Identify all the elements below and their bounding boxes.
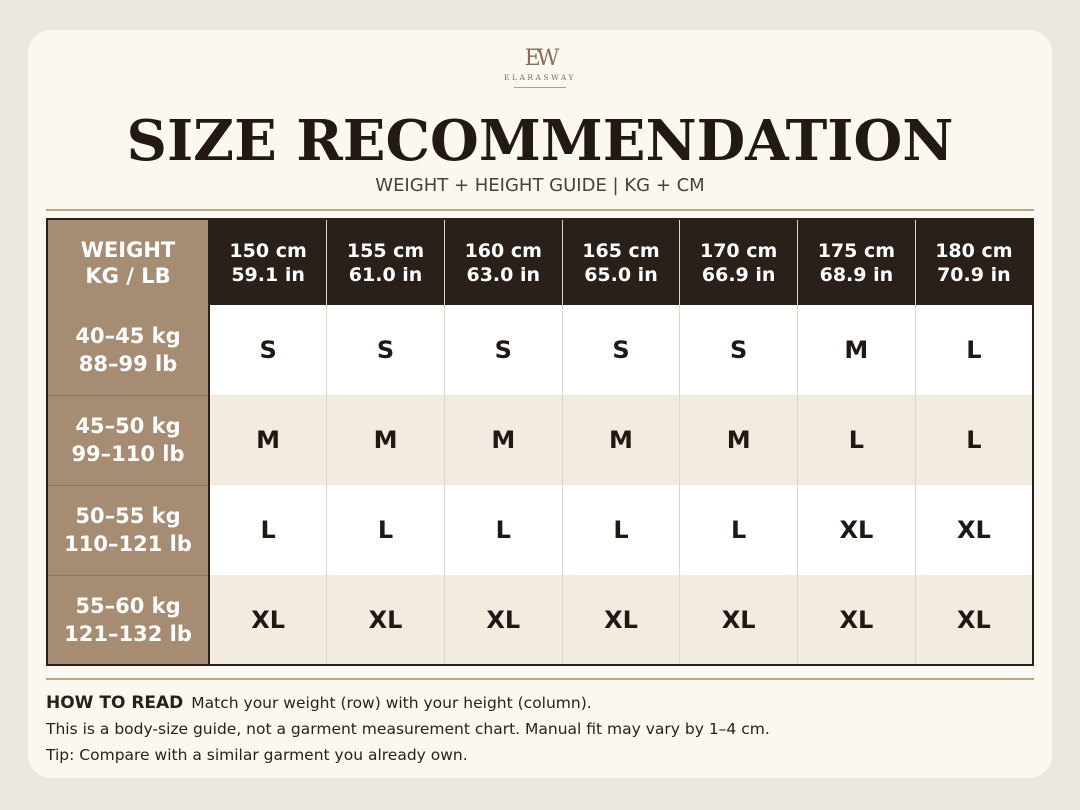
size-cell: XL	[797, 485, 916, 575]
height-column-header: 160 cm 63.0 in	[444, 219, 563, 305]
size-cell: XL	[797, 575, 916, 665]
height-in: 63.0 in	[466, 263, 541, 286]
size-cell: XL	[326, 575, 445, 665]
height-in: 70.9 in	[937, 263, 1011, 286]
weight-kg: 50–55 kg	[75, 504, 181, 528]
brand-divider	[514, 87, 566, 88]
weight-kg: 45–50 kg	[75, 414, 181, 438]
size-cell: M	[679, 395, 799, 485]
weight-header-label: WEIGHT	[80, 237, 176, 262]
weight-lb: 99–110 lb	[71, 442, 185, 466]
height-column-header: 175 cm 68.9 in	[797, 219, 916, 305]
weight-header-unit: KG / LB	[85, 263, 171, 288]
how-to-read-label: HOW TO READ	[46, 693, 184, 713]
size-cell: L	[444, 485, 563, 575]
height-in: 59.1 in	[231, 263, 305, 286]
height-in: 68.9 in	[819, 263, 894, 286]
how-to-read-line: HOW TO READ Match your weight (row) with …	[46, 690, 1034, 716]
weight-lb: 88–99 lb	[78, 351, 178, 376]
height-column-header: 180 cm 70.9 in	[915, 219, 1034, 305]
size-cell: M	[562, 395, 681, 485]
top-divider	[46, 209, 1034, 211]
size-cell: XL	[444, 575, 563, 665]
weight-row-label: 55–60 kg 121–132 lb	[47, 575, 210, 666]
size-cell: S	[562, 305, 681, 395]
size-cell: S	[444, 305, 563, 395]
height-cm: 180 cm	[935, 239, 1013, 262]
page-title: SIZE RECOMMENDATION	[126, 108, 954, 174]
weight-row-label: 50–55 kg 110–121 lb	[47, 485, 210, 576]
size-cell: M	[797, 305, 916, 395]
size-cell: XL	[915, 485, 1034, 575]
weight-lb: 121–132 lb	[64, 621, 192, 646]
weight-row-label: 45–50 kg 99–110 lb	[47, 395, 210, 486]
bottom-divider	[46, 678, 1034, 680]
size-cell: L	[209, 485, 328, 575]
size-cell: XL	[209, 575, 328, 665]
weight-kg: 55–60 kg	[75, 593, 181, 618]
weight-lb: 110–121 lb	[64, 532, 192, 556]
height-cm: 165 cm	[582, 239, 660, 262]
height-column-header: 155 cm 61.0 in	[326, 219, 445, 305]
height-cm: 150 cm	[229, 239, 307, 262]
size-cell: S	[679, 305, 799, 395]
how-to-read-section: HOW TO READ Match your weight (row) with …	[46, 690, 1034, 768]
size-cell: M	[326, 395, 445, 485]
size-table: WEIGHT KG / LB 150 cm 59.1 in 155 cm 61.0 …	[46, 218, 1034, 666]
size-cell: S	[326, 305, 445, 395]
table-row: 40–45 kg 88–99 lb S S S S S M L	[47, 305, 1034, 396]
weight-row-label: 40–45 kg 88–99 lb	[47, 305, 210, 396]
brand-monogram: EW	[524, 46, 560, 71]
size-cell: L	[915, 305, 1034, 395]
guide-disclaimer: This is a body-size guide, not a garment…	[46, 720, 770, 738]
comparison-tip: Tip: Compare with a similar garment you …	[46, 746, 468, 764]
table-row: 55–60 kg 121–132 lb XL XL XL XL XL XL XL	[47, 575, 1034, 666]
table-header-row: WEIGHT KG / LB 150 cm 59.1 in 155 cm 61.0 …	[47, 219, 1034, 305]
size-cell: L	[797, 395, 916, 485]
height-cm: 170 cm	[699, 239, 778, 262]
how-to-read-instruction: Match your weight (row) with your height…	[191, 694, 592, 712]
size-cell: L	[326, 485, 445, 575]
size-guide-card: EW ELARASWAY SIZE RECOMMENDATION WEIGHT …	[28, 30, 1052, 778]
page-subtitle: WEIGHT + HEIGHT GUIDE | KG + CM	[375, 175, 705, 196]
weight-kg: 40–45 kg	[75, 323, 181, 348]
height-in: 66.9 in	[701, 263, 776, 286]
brand-logo: EW ELARASWAY	[28, 46, 1052, 88]
height-in: 65.0 in	[584, 263, 658, 286]
size-cell: L	[915, 395, 1034, 485]
size-cell: XL	[679, 575, 799, 665]
height-cm: 175 cm	[817, 239, 896, 262]
height-cm: 155 cm	[346, 239, 425, 262]
size-cell: L	[679, 485, 799, 575]
size-cell: M	[444, 395, 563, 485]
brand-name: ELARASWAY	[504, 73, 576, 82]
size-cell: S	[209, 305, 328, 395]
table-row: 45–50 kg 99–110 lb M M M M M L L	[47, 395, 1034, 486]
table-row: 50–55 kg 110–121 lb L L L L L XL XL	[47, 485, 1034, 576]
size-cell: M	[209, 395, 328, 485]
size-cell: L	[562, 485, 681, 575]
size-cell: XL	[915, 575, 1034, 665]
height-column-header: 165 cm 65.0 in	[562, 219, 681, 305]
height-column-header: 170 cm 66.9 in	[679, 219, 799, 305]
height-in: 61.0 in	[348, 263, 423, 286]
size-cell: XL	[562, 575, 681, 665]
height-cm: 160 cm	[464, 239, 542, 262]
height-column-header: 150 cm 59.1 in	[209, 219, 328, 305]
weight-column-header: WEIGHT KG / LB	[47, 219, 210, 305]
